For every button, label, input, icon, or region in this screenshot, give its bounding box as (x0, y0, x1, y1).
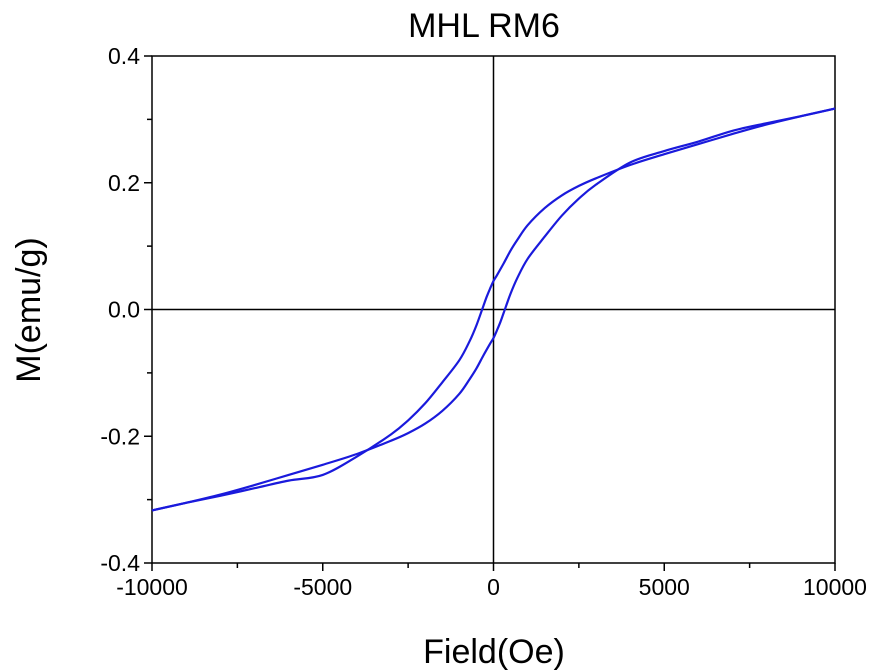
y-axis-label: M(emu/g) (10, 237, 48, 382)
y-tick-label: 0.2 (108, 170, 140, 196)
y-tick-label: -0.2 (100, 423, 140, 449)
series-line-ascending (151, 107, 836, 512)
y-tick-label: 0.0 (108, 297, 140, 323)
chart-title: MHL RM6 (408, 7, 560, 45)
x-tick-label: -10000 (116, 574, 188, 600)
plot-area: -10000 -5000 0 5000 10000 -0.4 -0.2 0.0 0.2 0.4 (100, 43, 867, 600)
y-tick-label: -0.4 (100, 550, 140, 576)
x-tick-label: 10000 (803, 574, 867, 600)
y-tick-label: 0.4 (108, 43, 140, 69)
x-tick-label: 0 (487, 574, 500, 600)
x-tick-label: -5000 (293, 574, 352, 600)
series-line-descending (151, 107, 836, 512)
x-axis-label: Field(Oe) (423, 633, 565, 671)
x-tick-label: 5000 (639, 574, 690, 600)
